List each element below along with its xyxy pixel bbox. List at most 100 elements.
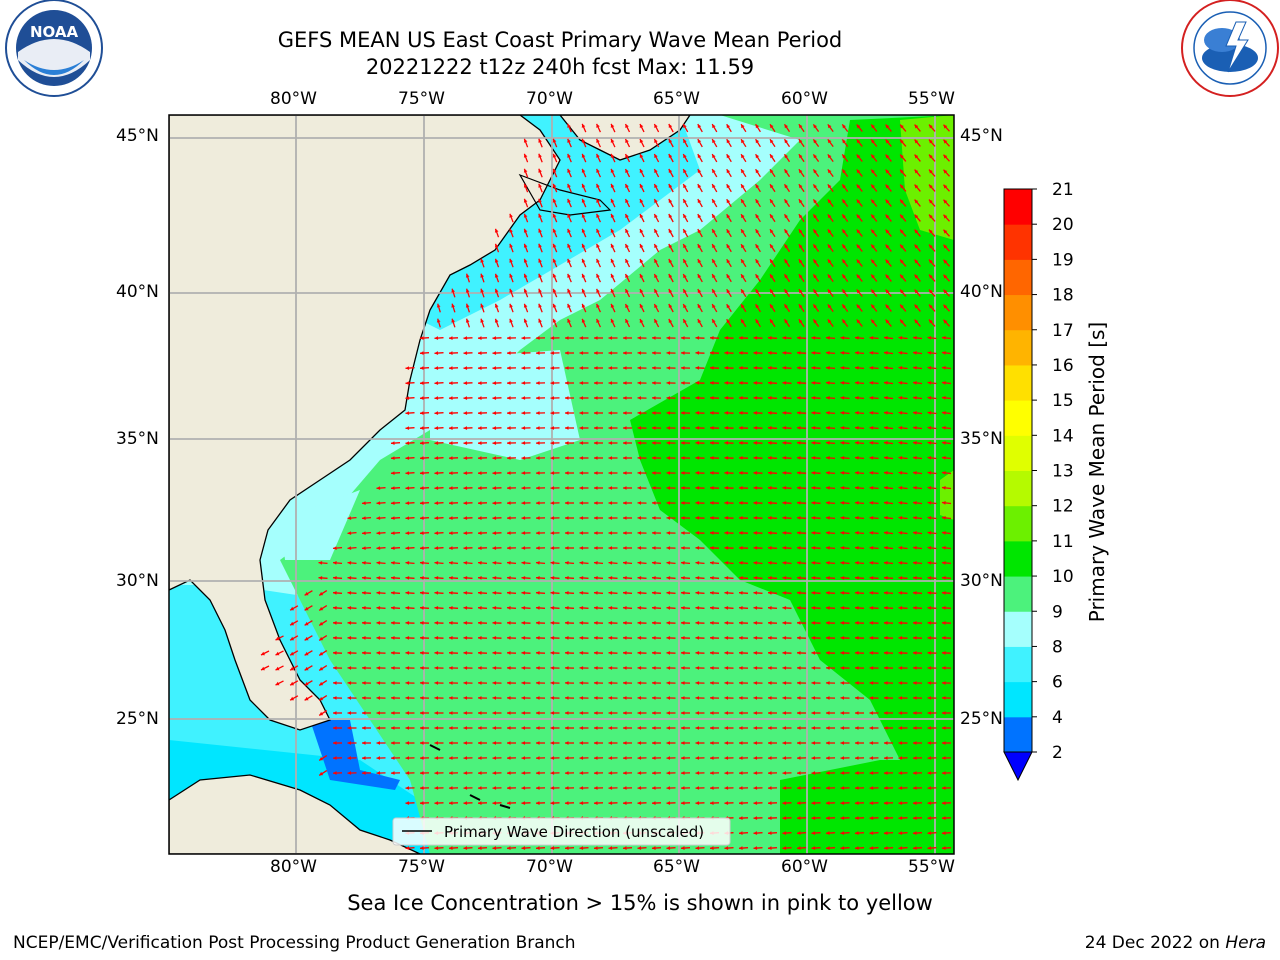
wave-arrow-head xyxy=(826,396,830,400)
wave-arrow-head xyxy=(550,666,555,670)
wave-arrow-head xyxy=(797,351,801,355)
wave-arrow-head xyxy=(898,336,903,340)
wave-arrow-head xyxy=(927,801,932,805)
wave-arrow-head xyxy=(797,816,801,820)
wave-arrow-head xyxy=(434,726,438,730)
wave-arrow-head xyxy=(449,381,453,385)
wave-arrow-head xyxy=(856,184,861,189)
wave-arrow-head xyxy=(856,289,861,294)
wave-arrow-head xyxy=(741,124,745,129)
wave-arrow-head xyxy=(376,696,380,700)
wave-arrow-head xyxy=(770,139,774,144)
wave-arrow-head xyxy=(856,259,861,264)
wave-arrow-head xyxy=(507,456,511,460)
wave-arrow-head xyxy=(637,561,642,565)
wave-arrow-head xyxy=(884,846,888,850)
wave-arrow-head xyxy=(913,561,917,565)
wave-arrow-head xyxy=(869,351,874,355)
wave-arrow-head xyxy=(434,531,439,535)
wave-arrow-head xyxy=(942,666,946,670)
wave-arrow-head xyxy=(840,831,845,835)
wave-arrow-head xyxy=(538,138,542,143)
wave-arrow-head xyxy=(811,426,816,430)
wave-arrow-head xyxy=(681,711,685,715)
wave-arrow-head xyxy=(579,441,583,445)
wave-arrow-head xyxy=(637,606,642,610)
wave-arrow-head xyxy=(608,741,612,745)
wave-arrow-head xyxy=(856,304,861,309)
wave-arrow-head xyxy=(608,621,613,625)
wave-arrow-head xyxy=(741,154,745,159)
wave-arrow-head xyxy=(927,501,932,505)
wave-arrow-head xyxy=(827,214,832,219)
wave-arrow-head xyxy=(695,336,700,340)
wave-arrow-head xyxy=(755,214,760,219)
wave-arrow-head xyxy=(797,381,801,385)
wave-arrow-head xyxy=(449,471,453,475)
wave-arrow-head xyxy=(581,168,586,173)
wave-arrow-head xyxy=(391,651,395,655)
wave-arrow-head xyxy=(697,169,702,174)
wave-arrow-head xyxy=(782,366,787,370)
wave-arrow-head xyxy=(927,621,932,625)
wave-arrow-head xyxy=(594,411,598,415)
wave-arrow-head xyxy=(942,756,946,760)
wave-arrow-head xyxy=(594,681,598,685)
wave-arrow-head xyxy=(869,846,874,850)
wave-arrow-head xyxy=(826,561,830,565)
wave-arrow-head xyxy=(654,274,658,278)
wave-arrow-head xyxy=(697,274,702,279)
wave-arrow-head xyxy=(898,396,903,400)
wave-arrow-head xyxy=(913,516,917,520)
wave-arrow-head xyxy=(811,801,816,805)
wave-arrow-head xyxy=(927,576,932,580)
wave-arrow-head xyxy=(784,139,788,144)
wave-arrow-head xyxy=(550,471,554,475)
wave-arrow-head xyxy=(550,366,554,370)
wave-arrow-head xyxy=(449,756,453,760)
wave-arrow-head xyxy=(683,304,687,309)
wave-arrow-head xyxy=(927,471,932,475)
wave-arrow-head xyxy=(521,486,526,490)
wave-arrow-head xyxy=(884,486,888,490)
wave-arrow-head xyxy=(623,456,627,460)
wave-arrow-head xyxy=(567,198,571,203)
wave-arrow-head xyxy=(362,531,366,535)
wave-arrow-head xyxy=(943,304,948,309)
wave-arrow-head xyxy=(420,366,424,370)
wave-arrow-head xyxy=(797,711,801,715)
wave-arrow-head xyxy=(942,531,946,535)
wave-arrow-head xyxy=(898,846,903,850)
wave-arrow-head xyxy=(666,681,671,685)
wave-arrow-head xyxy=(683,124,687,129)
wave-arrow-head xyxy=(770,124,774,129)
wave-arrow-head xyxy=(724,591,729,595)
wave-arrow-head xyxy=(710,801,714,805)
wave-arrow-head xyxy=(739,396,743,400)
wave-arrow-head xyxy=(755,169,760,174)
wave-arrow-head xyxy=(913,411,917,415)
wave-arrow-head xyxy=(319,696,324,701)
wave-arrow-head xyxy=(782,576,787,580)
wave-arrow-head xyxy=(666,786,671,790)
wave-arrow-head xyxy=(913,546,917,550)
wave-arrow-head xyxy=(579,621,584,625)
wave-arrow-head xyxy=(710,366,714,370)
wave-arrow-head xyxy=(914,304,919,309)
wave-arrow-head xyxy=(666,456,671,460)
wave-arrow-head xyxy=(741,289,745,294)
wave-arrow-head xyxy=(434,636,439,640)
wave-arrow-head xyxy=(782,471,787,475)
wave-arrow-head xyxy=(436,303,441,308)
wave-arrow-head xyxy=(697,289,702,294)
wave-arrow-head xyxy=(652,636,656,640)
colorbar-tick-label: 8 xyxy=(1052,637,1063,657)
wave-arrow-head xyxy=(884,786,888,790)
wave-arrow-head xyxy=(885,289,890,294)
wave-arrow-head xyxy=(492,336,497,340)
wave-arrow-head xyxy=(596,123,600,128)
wave-arrow-head xyxy=(768,366,772,370)
wave-arrow-head xyxy=(376,531,381,535)
wave-arrow-head xyxy=(724,636,729,640)
wave-arrow-head xyxy=(782,666,787,670)
